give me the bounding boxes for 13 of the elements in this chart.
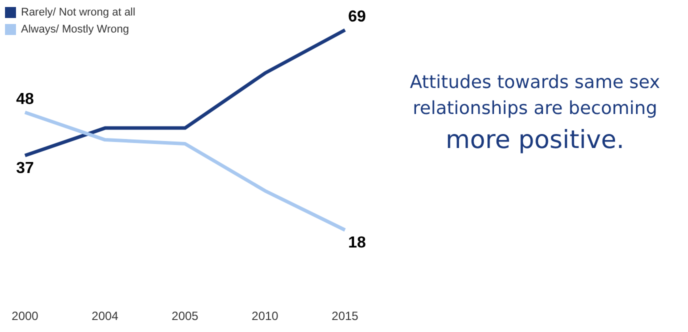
data-label: 37 bbox=[16, 160, 34, 177]
data-label: 48 bbox=[16, 90, 34, 108]
legend-label: Always/ Mostly Wrong bbox=[21, 24, 129, 36]
text: Attitudes towards same sex relationships are becoming bbox=[408, 71, 662, 121]
x-tick-label: 2005 bbox=[172, 309, 199, 323]
data-label: 18 bbox=[348, 234, 366, 252]
x-tick-label: 2000 bbox=[12, 309, 39, 323]
legend-label: Rarely/ Not wrong at all bbox=[21, 6, 136, 18]
x-tick-label: 2010 bbox=[252, 309, 279, 323]
data-label: 69 bbox=[348, 8, 366, 26]
text: more positive. bbox=[444, 124, 626, 156]
x-tick-label: 2004 bbox=[92, 309, 119, 323]
x-tick-label: 2015 bbox=[332, 309, 359, 323]
